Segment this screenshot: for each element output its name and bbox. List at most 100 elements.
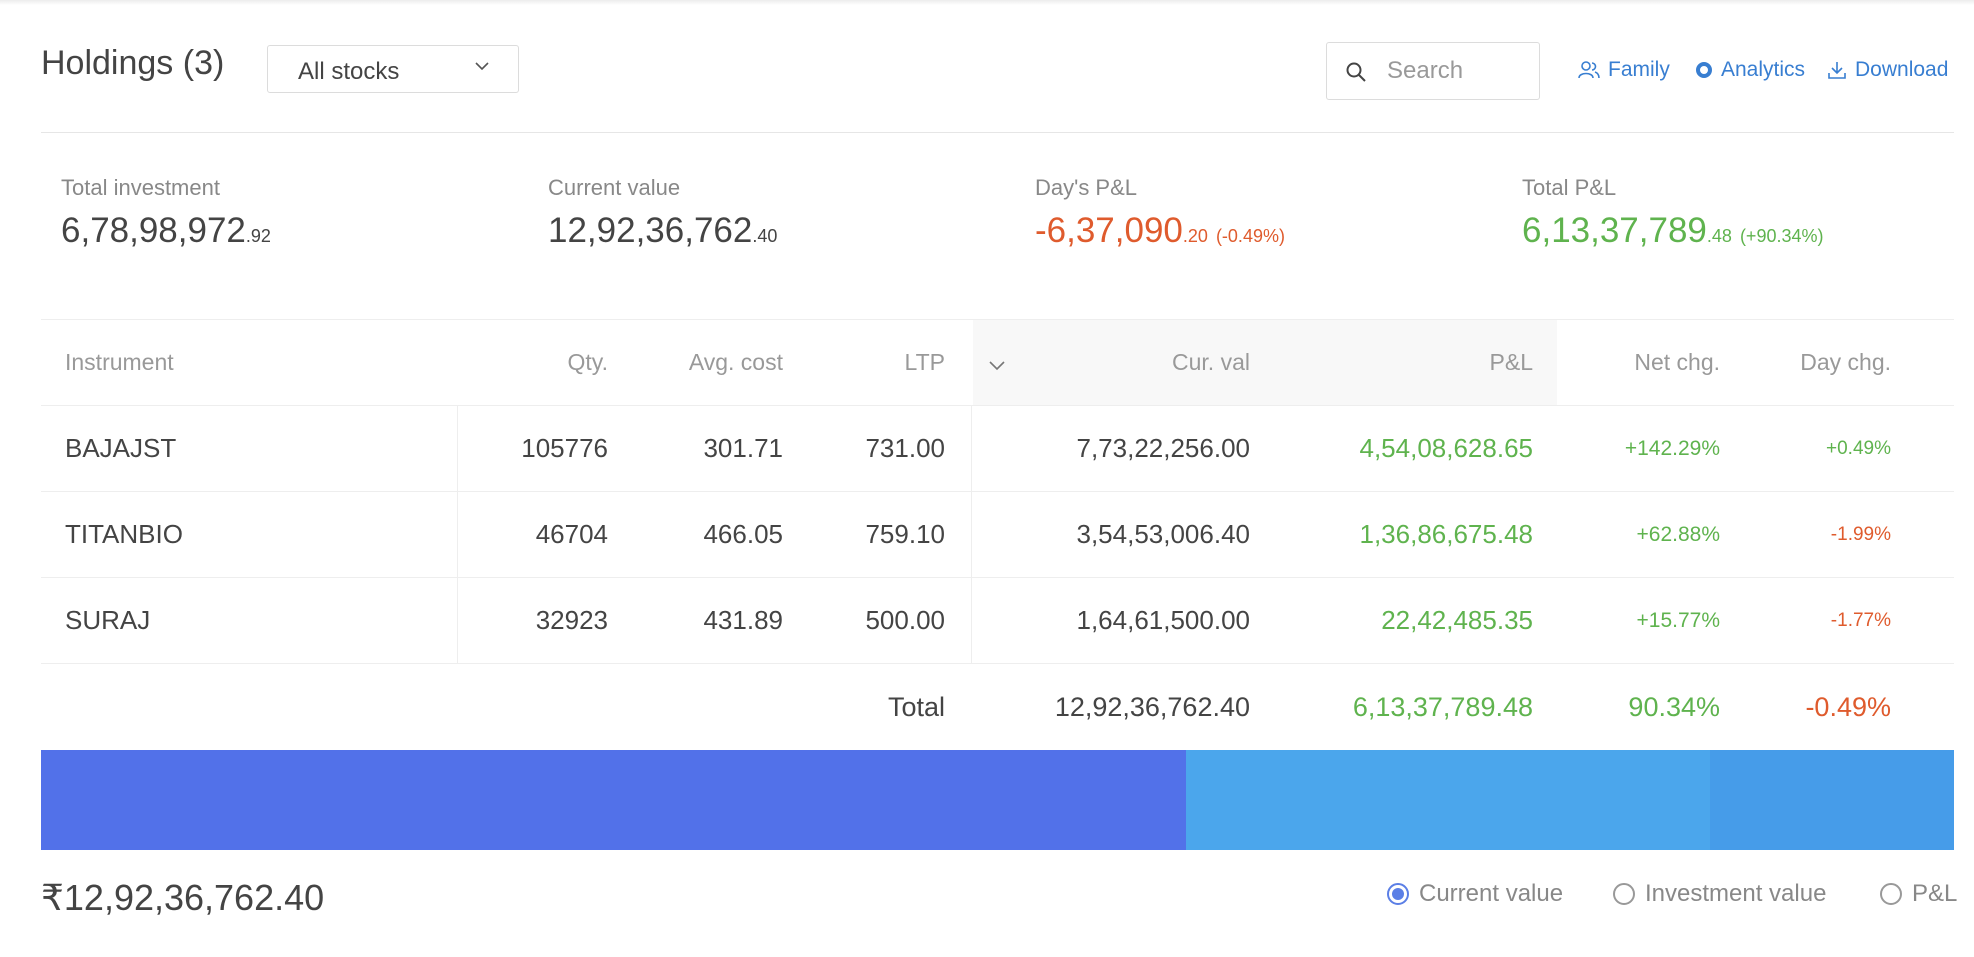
days-pnl-int: -6,37,090 (1035, 211, 1183, 250)
qty-value: 32923 (535, 605, 608, 635)
day-chg-value: -1.77% (1830, 609, 1891, 631)
header-cur-val[interactable]: Cur. val (1172, 349, 1250, 375)
total-pnl-pct: (+90.34%) (1739, 226, 1824, 246)
pnl-radio-label: P&L (1912, 880, 1958, 907)
total-investment-value: 6,78,98,972.92 (61, 211, 271, 251)
stocks-filter-value: All stocks (298, 58, 400, 85)
search-icon (1346, 62, 1366, 82)
header-avg-cost[interactable]: Avg. cost (688, 349, 783, 375)
pnl-value: 4,54,08,628.65 (1359, 433, 1534, 463)
users-icon (1578, 61, 1600, 79)
cur-val-value: 1,64,61,500.00 (1076, 605, 1251, 635)
column-divider (457, 578, 458, 663)
download-link-label: Download (1855, 58, 1949, 81)
days-pnl-stat: Day's P&L -6,37,090.20 (-0.49%) (1035, 175, 1285, 251)
pnl-value: 22,42,485.35 (1381, 605, 1533, 635)
radio-unchecked-icon (1880, 883, 1902, 905)
footer-total-value: ₹12,92,36,762.40 (41, 877, 325, 918)
radio-checked-icon (1387, 883, 1409, 905)
allocation-segment-suraj[interactable] (1710, 750, 1954, 850)
investment-value-radio[interactable]: Investment value (1613, 880, 1826, 908)
total-pnl-label: Total P&L (1522, 175, 1617, 200)
avg-cost-value: 301.71 (703, 433, 783, 463)
column-divider (971, 406, 972, 491)
column-divider (457, 492, 458, 577)
day-chg-value: -1.99% (1830, 523, 1891, 545)
download-link[interactable]: Download (1827, 58, 1948, 82)
allocation-view-options: Current value Investment value P&L (0, 880, 1957, 910)
total-label: Total (887, 691, 945, 722)
current-value-radio[interactable]: Current value (1387, 880, 1563, 908)
header-ltp[interactable]: LTP (904, 349, 945, 375)
ltp-value: 731.00 (865, 433, 945, 463)
current-value-value: 12,92,36,762.40 (548, 211, 777, 251)
header-net-chg[interactable]: Net chg. (1634, 349, 1720, 375)
net-chg-value: +142.29% (1624, 436, 1720, 460)
column-divider (971, 492, 972, 577)
days-pnl-label: Day's P&L (1035, 175, 1138, 200)
ltp-value: 500.00 (865, 605, 945, 635)
avg-cost-value: 466.05 (703, 519, 783, 549)
table-header-row: Instrument Qty. Avg. cost LTP Cur. val P… (41, 319, 1954, 406)
current-value-radio-label: Current value (1419, 880, 1564, 907)
sorted-columns-highlight (973, 320, 1557, 405)
net-chg-value: +15.77% (1636, 608, 1721, 632)
total-investment-int: 6,78,98,972 (61, 211, 246, 250)
analytics-donut-icon (1696, 62, 1712, 78)
family-link[interactable]: Family (1578, 58, 1670, 82)
allocation-segment-bajajst[interactable] (41, 750, 1186, 850)
family-link-label: Family (1608, 58, 1670, 81)
header-divider (41, 132, 1954, 133)
chevron-down-icon (475, 62, 489, 71)
pnl-radio[interactable]: P&L (1880, 880, 1957, 908)
current-value-dec: .40 (752, 226, 778, 246)
total-pnl-int: 6,13,37,789 (1522, 211, 1707, 250)
stocks-filter-dropdown[interactable]: All stocks (267, 45, 519, 93)
qty-value: 105776 (521, 433, 608, 463)
total-investment-dec: .92 (245, 226, 271, 246)
search-box[interactable] (1326, 42, 1540, 100)
table-row[interactable]: TITANBIO 46704 466.05 759.10 3,54,53,006… (41, 492, 1954, 578)
instrument-name[interactable]: SURAJ (65, 605, 151, 635)
header-instrument[interactable]: Instrument (65, 349, 174, 375)
allocation-bar (41, 750, 1954, 850)
holdings-header: Holdings (3) All stocks Family Analytics (41, 38, 1954, 100)
total-day-chg: -0.49% (1805, 691, 1891, 722)
days-pnl-dec: .20 (1182, 226, 1208, 246)
top-shadow (0, 0, 1974, 5)
header-day-chg[interactable]: Day chg. (1800, 349, 1891, 375)
instrument-name[interactable]: BAJAJST (65, 433, 177, 463)
days-pnl-value: -6,37,090.20 (-0.49%) (1035, 211, 1285, 251)
table-row[interactable]: SURAJ 32923 431.89 500.00 1,64,61,500.00… (41, 578, 1954, 664)
total-cur-val: 12,92,36,762.40 (1054, 691, 1250, 722)
download-icon (1828, 62, 1846, 79)
search-input[interactable] (1387, 53, 1527, 89)
analytics-link-label: Analytics (1721, 58, 1806, 81)
total-investment-stat: Total investment 6,78,98,972.92 (61, 175, 271, 251)
qty-value: 46704 (535, 519, 608, 549)
total-pnl-value: 6,13,37,789.48 (+90.34%) (1522, 211, 1824, 251)
page-title: Holdings (3) (41, 44, 225, 82)
analytics-link[interactable]: Analytics (1695, 58, 1805, 82)
allocation-segment-titanbio[interactable] (1185, 750, 1711, 850)
total-pnl-stat: Total P&L 6,13,37,789.48 (+90.34%) (1522, 175, 1824, 251)
current-value-int: 12,92,36,762 (548, 211, 753, 250)
column-divider (971, 578, 972, 663)
chevron-down-icon[interactable] (987, 355, 1007, 375)
current-value-stat: Current value 12,92,36,762.40 (548, 175, 777, 251)
header-qty[interactable]: Qty. (567, 349, 608, 375)
net-chg-value: +62.88% (1636, 522, 1721, 546)
header-pnl[interactable]: P&L (1489, 349, 1533, 375)
instrument-name[interactable]: TITANBIO (65, 519, 183, 549)
total-net-chg: 90.34% (1628, 691, 1720, 722)
column-divider (457, 406, 458, 491)
total-pnl-dec: .48 (1706, 226, 1732, 246)
investment-value-radio-label: Investment value (1645, 880, 1827, 907)
table-total-row: Total 12,92,36,762.40 6,13,37,789.48 90.… (41, 664, 1954, 750)
days-pnl-pct: (-0.49%) (1215, 226, 1285, 246)
table-row[interactable]: BAJAJST 105776 301.71 731.00 7,73,22,256… (41, 406, 1954, 492)
day-chg-value: +0.49% (1826, 437, 1891, 459)
radio-unchecked-icon (1613, 883, 1635, 905)
total-pnl: 6,13,37,789.48 (1352, 691, 1533, 722)
cur-val-value: 3,54,53,006.40 (1076, 519, 1251, 549)
